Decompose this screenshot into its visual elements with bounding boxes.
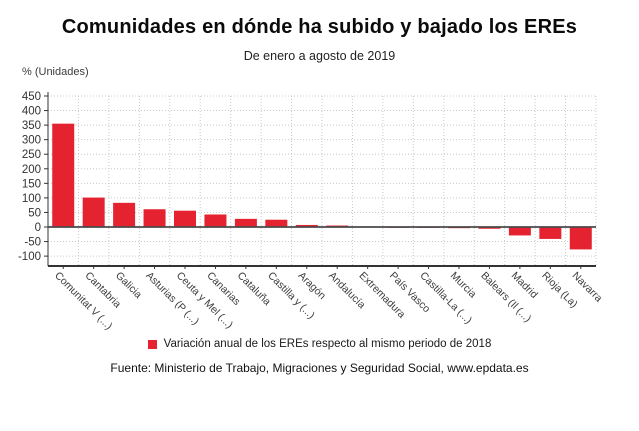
y-axis-tick-label: 450 bbox=[22, 91, 41, 103]
y-axis-tick-label: 0 bbox=[35, 222, 41, 234]
y-axis-tick-label: -100 bbox=[18, 251, 41, 263]
bar-navarra[interactable] bbox=[569, 227, 592, 250]
chart-title: Comunidades en dónde ha subido y bajado … bbox=[61, 16, 578, 38]
bar-comunitat-v[interactable] bbox=[52, 123, 75, 227]
legend-marker-icon bbox=[147, 339, 157, 349]
bar-cataluña[interactable] bbox=[234, 218, 257, 227]
bar-chart: 450 400 350 300 250 200 150 100 50 0 -50 -100 Comuni… bbox=[18, 91, 605, 333]
y-axis-tick-label: 50 bbox=[28, 207, 41, 219]
y-axis-tick-label: 250 bbox=[22, 149, 41, 161]
bar-madrid[interactable] bbox=[508, 227, 531, 236]
legend-label: Variación anual de los EREs respecto al … bbox=[163, 338, 492, 350]
y-axis-tick-label: 300 bbox=[22, 135, 41, 147]
bar-castilla-y[interactable] bbox=[265, 219, 288, 227]
legend: Variación anual de los EREs respecto al … bbox=[0, 338, 639, 350]
y-axis-tick-label: 350 bbox=[22, 120, 41, 132]
y-axis-tick-label: 200 bbox=[22, 164, 41, 176]
x-axis-category-label: Asturias (P (...) bbox=[143, 270, 201, 328]
bar-galicia[interactable] bbox=[113, 202, 136, 227]
y-axis-tick-label: -50 bbox=[24, 237, 41, 249]
x-axis-category-label: Comunitat V (...) bbox=[52, 270, 115, 333]
bar-canarias[interactable] bbox=[204, 214, 227, 227]
bar-cantabria[interactable] bbox=[82, 197, 105, 227]
source-attribution: Fuente: Ministerio de Trabajo, Migracion… bbox=[110, 361, 529, 375]
bar-asturias-p[interactable] bbox=[143, 209, 166, 227]
chart-subtitle: De enero a agosto de 2019 bbox=[243, 49, 396, 63]
y-axis-unit-label: % (Unidades) bbox=[22, 66, 89, 78]
bar-aragón[interactable] bbox=[295, 224, 318, 227]
y-axis-tick-label: 400 bbox=[22, 106, 41, 118]
y-axis-tick-label: 100 bbox=[22, 193, 41, 205]
y-axis-tick-label: 150 bbox=[22, 178, 41, 190]
bar-ceuta-y-mel[interactable] bbox=[174, 210, 196, 227]
bar-rioja-la[interactable] bbox=[539, 227, 562, 239]
